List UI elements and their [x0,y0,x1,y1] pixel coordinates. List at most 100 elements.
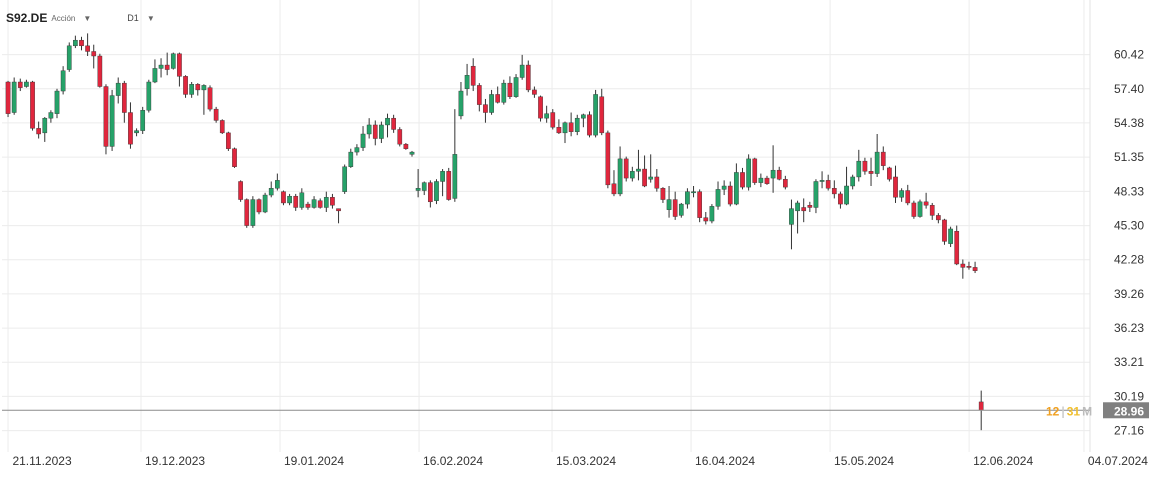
y-tick-label: 57.40 [1114,82,1144,96]
candle-down [587,111,592,138]
candle-body [226,132,231,149]
countdown-minutes: 31 [1067,404,1081,418]
candle-body [703,217,709,222]
candle-down [207,85,213,112]
candle-body [507,82,513,97]
candle-body [691,191,696,194]
x-tick-label: 15.03.2024 [556,454,616,468]
candle-up [709,204,715,224]
candle-body [948,228,953,244]
candle-down [966,261,972,270]
candle-body [207,87,213,110]
candle-up [354,144,360,156]
candle-body [789,208,794,225]
candle-down [954,225,960,266]
candle-down [838,191,843,209]
candle-body [660,188,666,200]
candle-down [764,175,770,185]
candle-down [103,84,109,155]
candle-body [617,158,623,195]
candle-body [213,108,219,121]
y-tick-label: 39.26 [1114,287,1144,301]
candle-body [593,94,598,136]
candle-down [85,33,90,56]
candle-down [183,75,188,98]
candle-up [379,121,384,144]
candle-body [170,53,176,69]
y-axis: 60.42 57.40 54.38 51.35 48.33 45.30 42.28 39.26… [1114,48,1144,438]
candle-body [189,84,195,95]
candle-body [776,169,782,180]
candle-body [293,195,299,208]
candle-down [30,80,35,131]
grid [2,0,1091,452]
price-tag-box [1103,402,1149,419]
candle-down [428,180,433,208]
candle-down [256,198,262,215]
candle-up [109,89,115,151]
candle-down [825,174,831,191]
candle-body [250,199,256,226]
candle-down [293,193,299,211]
countdown-hours: 12 [1046,404,1060,418]
y-tick-label: 36.23 [1114,321,1144,335]
symbol-label[interactable]: S92.DE [6,11,48,25]
chevron-down-icon[interactable]: ▼ [146,13,155,23]
candle-up [617,146,623,197]
candle-body [54,90,60,114]
candle-down [195,83,201,96]
x-tick-label: 16.04.2024 [695,454,755,468]
chevron-down-icon[interactable]: ▼ [83,13,92,23]
candle-body [544,113,549,119]
candle-body [121,82,127,113]
candle-down [831,180,837,199]
candle-body [115,82,121,96]
candle-body [470,65,476,86]
candle-up [152,59,158,84]
candle-body [60,70,66,92]
candle-body [905,190,911,204]
candle-body [495,94,501,103]
candle-down [905,184,911,206]
candle-down [868,157,874,186]
candle-up [636,149,641,181]
candle-body [568,122,574,132]
candle-up [24,79,29,88]
candle-down [972,261,978,274]
candle-up [421,181,427,196]
candle-body [770,169,776,179]
candle-body [219,120,225,134]
candle-up [60,66,66,95]
candle-up [770,145,776,193]
candle-body [85,45,90,52]
candle-body [758,177,764,183]
x-tick-label: 19.01.2024 [284,454,344,468]
candle-down [372,120,378,146]
candle-down [550,109,556,130]
candle-body [519,64,525,78]
candle-body [942,219,947,242]
candle-body [36,128,41,135]
candle-body [440,171,445,182]
candle-body [201,85,207,91]
candle-body [734,172,739,205]
timeframe-label[interactable]: D1 [127,13,139,23]
candle-down [611,170,617,197]
candle-body [525,64,531,91]
candle-body [256,199,262,213]
candle-body [819,180,825,182]
candle-up [458,82,464,120]
candle-up [48,110,54,123]
candle-body [434,181,439,201]
candle-body [91,51,97,57]
candle-up [464,63,470,96]
candle-body [911,202,917,217]
countdown-separator: | [1061,404,1064,418]
candle-up [562,121,568,144]
candle-up [899,188,904,202]
candle-down [397,127,403,147]
chart-header: S92.DE Acción ▼ D1 ▼ [6,9,155,27]
candle-body [409,151,415,155]
